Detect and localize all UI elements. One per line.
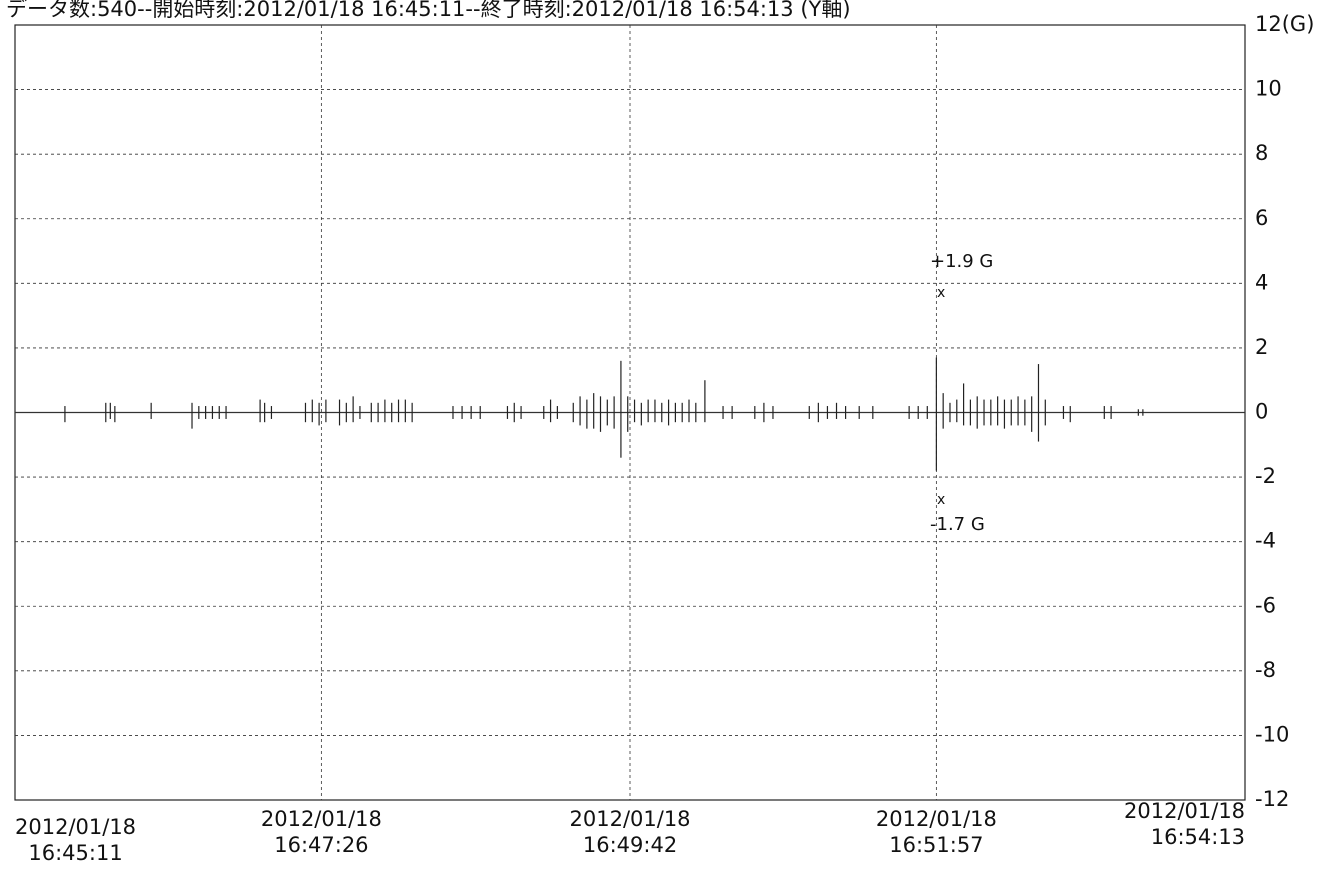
y-tick-label: 2	[1255, 335, 1268, 359]
y-tick-label: -8	[1255, 658, 1276, 682]
y-tick-label: -2	[1255, 464, 1276, 488]
x-tick-label: 2012/01/18 16:49:42	[569, 807, 691, 857]
annotation: x	[937, 492, 945, 508]
y-tick-label: 12(G)	[1255, 12, 1314, 36]
x-tick-label: 2012/01/18 16:54:13	[1124, 799, 1246, 849]
y-tick-label: 10	[1255, 77, 1282, 101]
annotation: +1.9 G	[930, 251, 993, 272]
x-tick-label: 2012/01/18 16:47:26	[260, 807, 382, 857]
y-tick-label: -4	[1255, 529, 1276, 553]
x-tick-label: 2012/01/18 16:45:11	[15, 815, 137, 865]
annotation: x	[937, 285, 945, 301]
y-tick-label: -10	[1255, 722, 1289, 746]
y-tick-label: -6	[1255, 593, 1276, 617]
annotation: -1.7 G	[930, 514, 985, 535]
chart-title: データ数:540--開始時刻:2012/01/18 16:45:11--終了時刻…	[6, 0, 851, 21]
y-tick-label: 6	[1255, 206, 1268, 230]
x-tick-label: 2012/01/18 16:51:57	[875, 807, 997, 857]
y-tick-label: 4	[1255, 270, 1268, 294]
y-tick-label: 8	[1255, 141, 1268, 165]
y-tick-label: -12	[1255, 787, 1289, 811]
y-tick-label: 0	[1255, 400, 1268, 424]
